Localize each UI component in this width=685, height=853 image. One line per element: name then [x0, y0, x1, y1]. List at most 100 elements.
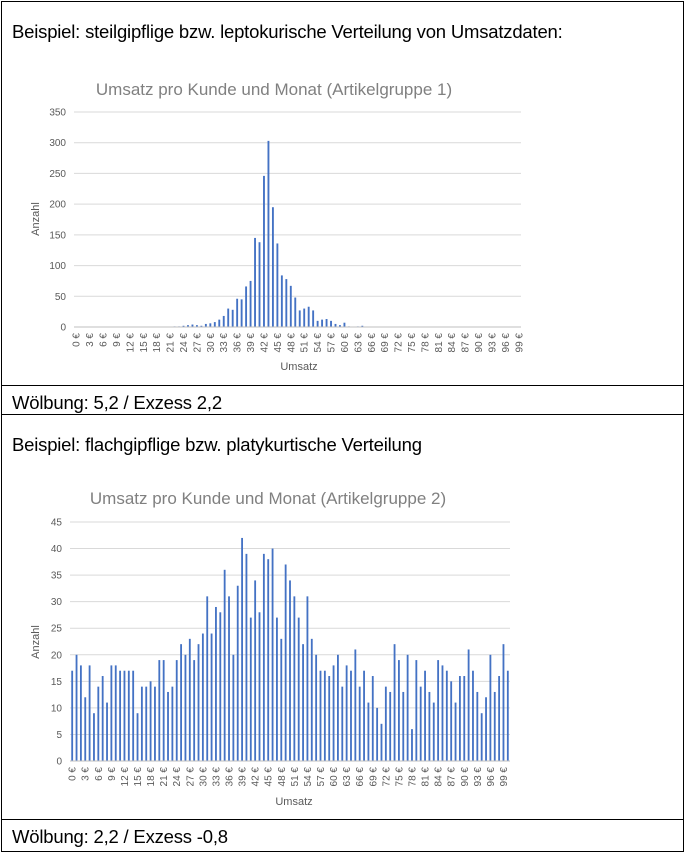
bar [258, 242, 261, 327]
bar [140, 686, 143, 761]
x-tick-label: 3 € [81, 767, 92, 781]
x-tick-label: 12 € [125, 333, 136, 353]
bar [415, 660, 418, 761]
bar [437, 660, 440, 761]
x-tick-label: 78 € [420, 333, 431, 353]
x-tick-label: 57 € [327, 333, 338, 353]
bar [271, 548, 274, 761]
bar [206, 596, 209, 761]
y-tick-label: 200 [49, 200, 66, 211]
bar [480, 713, 483, 761]
bar [119, 670, 122, 761]
x-tick-label: 12 € [120, 767, 131, 787]
bar [236, 585, 239, 761]
bar [223, 569, 226, 761]
bar [195, 325, 198, 327]
y-tick-label: 30 [51, 597, 63, 608]
bar [289, 580, 291, 761]
chart-artikelgruppe-1: Umsatz pro Kunde und Monat (Artikelgrupp… [30, 80, 525, 373]
chart-title: Umsatz pro Kunde und Monat (Artikelgrupp… [90, 489, 446, 508]
bar [158, 660, 161, 761]
bar [276, 243, 279, 327]
bar [218, 319, 221, 327]
bar [458, 676, 461, 761]
x-tick-label: 30 € [198, 767, 209, 787]
x-tick-label: 66 € [355, 767, 366, 787]
panel-heading: Beispiel: flachgipflige bzw. platykurtis… [12, 434, 422, 455]
bar [325, 319, 328, 327]
y-tick-label: 0 [56, 757, 62, 768]
x-tick-label: 96 € [486, 767, 497, 787]
x-tick-label: 3 € [85, 333, 96, 347]
x-tick-label: 75 € [407, 333, 418, 353]
bar [411, 729, 413, 761]
panel-leptokurtic: Beispiel: steilgipflige bzw. leptokurisc… [1, 1, 684, 415]
bar [302, 644, 304, 761]
x-tick-label: 51 € [290, 767, 301, 787]
bar [232, 654, 235, 761]
bar [316, 320, 319, 327]
x-tick-label: 42 € [251, 767, 262, 787]
bar [182, 325, 185, 327]
x-tick-label: 9 € [107, 767, 118, 781]
bar [127, 670, 130, 761]
bar [191, 324, 194, 327]
x-tick-label: 75 € [394, 767, 405, 787]
bar [389, 691, 392, 761]
panel-footer: Wölbung: 2,2 / Exzess -0,8 [12, 826, 228, 847]
x-tick-label: 33 € [219, 333, 230, 353]
bar [249, 280, 252, 327]
bar [210, 633, 213, 761]
bar [306, 596, 309, 761]
bar [489, 654, 492, 761]
y-tick-label: 25 [51, 624, 63, 635]
bar [339, 325, 341, 327]
x-tick-label: 30 € [206, 333, 217, 353]
x-tick-label: 93 € [487, 333, 498, 353]
x-tick-label: 93 € [473, 767, 484, 787]
bar [114, 665, 117, 761]
x-tick-label: 24 € [179, 333, 190, 353]
bar [197, 644, 200, 761]
bar [402, 691, 405, 761]
x-axis-label: Umsatz [280, 361, 317, 373]
y-tick-label: 100 [49, 261, 66, 272]
bar [79, 665, 82, 761]
bar [222, 315, 225, 327]
bar [123, 670, 126, 761]
bar [263, 175, 265, 327]
x-tick-label: 15 € [133, 767, 144, 787]
x-tick-label: 90 € [474, 333, 485, 353]
x-tick-label: 54 € [303, 767, 314, 787]
bar [297, 617, 300, 761]
bar [363, 670, 365, 761]
bar [149, 681, 152, 761]
y-tick-label: 10 [51, 703, 63, 714]
bar [267, 140, 270, 327]
bar [332, 665, 335, 761]
x-tick-label: 72 € [381, 767, 392, 787]
x-tick-label: 48 € [286, 333, 297, 353]
bar [323, 670, 326, 761]
bar [88, 665, 91, 761]
bar [358, 686, 361, 761]
bar [162, 660, 165, 761]
bar [285, 279, 288, 327]
bar [432, 702, 435, 761]
bar [254, 237, 256, 327]
bar [476, 691, 479, 761]
panel-heading: Beispiel: steilgipflige bzw. leptokurisc… [12, 21, 563, 42]
bar [219, 612, 222, 761]
bar [485, 697, 487, 761]
y-axis-label: Anzahl [30, 202, 42, 236]
bar [310, 638, 313, 761]
bar [284, 564, 287, 761]
bar [193, 660, 196, 761]
bar [227, 308, 230, 327]
x-axis-label: Umsatz [275, 796, 312, 808]
bar [249, 617, 252, 761]
bar [406, 654, 409, 761]
y-tick-label: 0 [60, 323, 66, 334]
bar [343, 322, 346, 327]
bar [136, 713, 139, 761]
